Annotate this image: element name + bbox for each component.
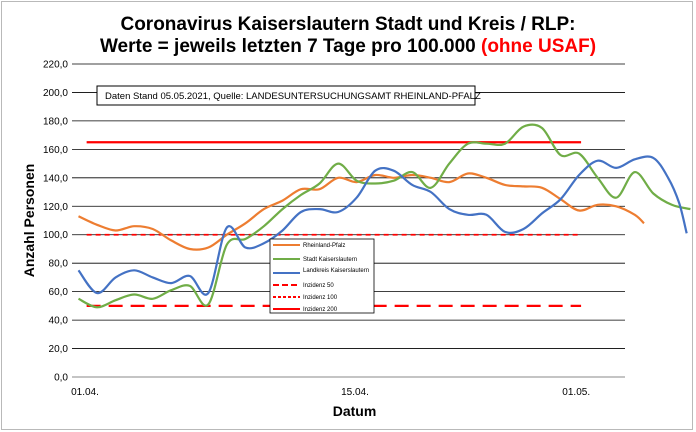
y-tick-label: 40,0	[49, 316, 69, 327]
legend-label: Stadt Kaiserslautern	[303, 257, 357, 263]
legend-label: Rheinland-Pfalz	[303, 243, 345, 249]
annotation-text: Daten Stand 05.05.2021, Quelle: LANDESUN…	[105, 91, 481, 102]
legend-label: Landkreis Kaiserslautern	[303, 268, 369, 274]
legend-label: Inzidenz 100	[303, 295, 338, 301]
series-line-landkreis-kaiserslautern	[77, 155, 688, 296]
y-tick-label: 160,0	[43, 145, 68, 156]
y-tick-label: 100,0	[43, 230, 68, 241]
legend-label: Inzidenz 200	[303, 307, 338, 313]
series-line-rheinland-pfalz	[78, 172, 645, 251]
y-tick-label: 20,0	[49, 344, 69, 355]
chart-subtitle-text: Werte = jeweils letzten 7 Tage pro 100.0…	[99, 36, 476, 57]
y-tick-label: 140,0	[43, 173, 68, 184]
series-line-stadt-kaiserslautern	[77, 123, 691, 309]
chart-subtitle-highlight: (ohne USAF)	[481, 36, 597, 57]
chart-subtitle: Werte = jeweils letzten 7 Tage pro 100.0…	[0, 36, 696, 58]
x-tick-label: 01.04.	[71, 387, 99, 398]
y-tick-label: 180,0	[43, 116, 68, 127]
y-tick-label: 200,0	[43, 88, 68, 99]
y-tick-label: 220,0	[43, 60, 68, 71]
x-axis-label: Datum	[333, 403, 377, 419]
annotation-box	[96, 85, 476, 106]
y-tick-label: 80,0	[49, 259, 69, 270]
x-tick-label: 15.04.	[341, 387, 369, 398]
y-tick-label: 0,0	[54, 373, 68, 384]
y-tick-label: 120,0	[43, 202, 68, 213]
legend-label: Inzidenz 50	[303, 283, 334, 289]
y-tick-label: 60,0	[49, 287, 69, 298]
x-tick-label: 01.05.	[562, 387, 590, 398]
chart-title: Coronavirus Kaiserslautern Stadt und Kre…	[120, 14, 576, 35]
y-axis-label: Anzahl Personen	[21, 164, 37, 278]
legend-box	[269, 238, 375, 314]
